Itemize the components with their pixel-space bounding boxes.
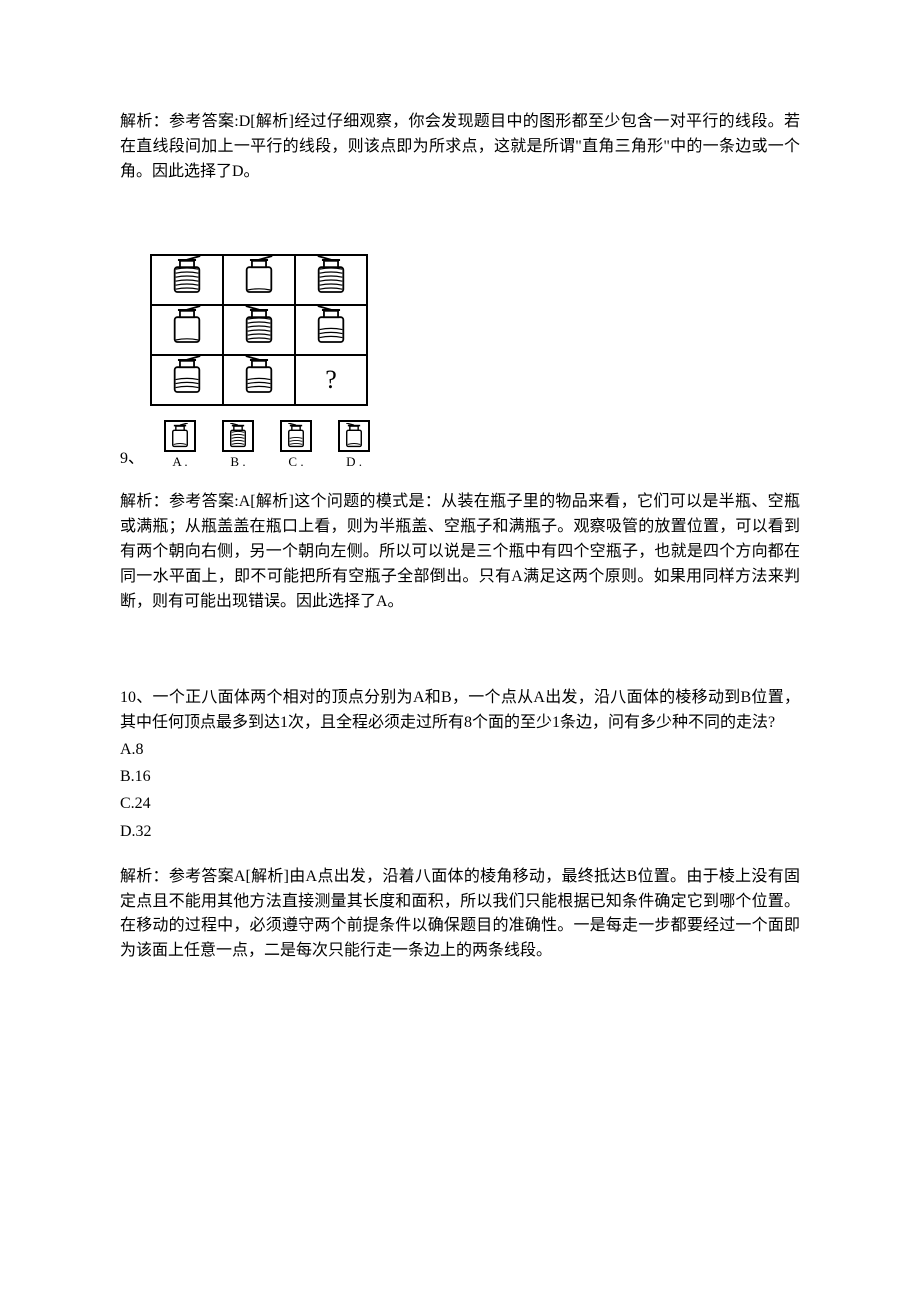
cell-0-0 xyxy=(151,255,223,305)
q10-stem: 10、一个正八面体两个相对的顶点分别为A和B，一个点从A出发，沿八面体的棱移动到… xyxy=(120,686,800,736)
q9-number: 9、 xyxy=(120,449,144,470)
question-mark-icon: ? xyxy=(325,365,337,394)
jar-icon xyxy=(164,420,196,452)
jar-icon xyxy=(222,420,254,452)
cell-2-1 xyxy=(223,355,295,405)
option-label: D . xyxy=(346,454,362,470)
q9-row: 9、 xyxy=(120,254,800,470)
q10-choices: A.8 B.16 C.24 D.32 xyxy=(120,736,800,845)
cell-1-0 xyxy=(151,305,223,355)
spacer xyxy=(120,666,800,686)
q9-option-a: A . xyxy=(160,420,200,470)
cell-1-1 xyxy=(223,305,295,355)
q9-options: A . B . C . D . xyxy=(160,420,374,470)
q9-option-c: C . xyxy=(276,420,316,470)
option-label: C . xyxy=(288,454,303,470)
cell-2-2: ? xyxy=(295,355,367,405)
q10-analysis: 解析：参考答案A[解析]由A点出发，沿着八面体的棱角移动，最终抵达B位置。由于棱… xyxy=(120,865,800,964)
cell-0-1 xyxy=(223,255,295,305)
q10-choice-a: A.8 xyxy=(120,736,800,763)
cell-0-2 xyxy=(295,255,367,305)
q9-grid: ? xyxy=(150,254,368,406)
jar-icon xyxy=(280,420,312,452)
spacer xyxy=(120,626,800,666)
jar-icon xyxy=(338,420,370,452)
cell-1-2 xyxy=(295,305,367,355)
q8-analysis: 解析：参考答案:D[解析]经过仔细观察，你会发现题目中的图形都至少包含一对平行的… xyxy=(120,110,800,184)
q10-choice-c: C.24 xyxy=(120,790,800,817)
q10-choice-d: D.32 xyxy=(120,818,800,845)
cell-2-0 xyxy=(151,355,223,405)
q9-option-d: D . xyxy=(334,420,374,470)
q9-figure: ? A . B . C . xyxy=(150,254,374,470)
option-label: B . xyxy=(230,454,245,470)
q10-choice-b: B.16 xyxy=(120,763,800,790)
spacer xyxy=(120,196,800,254)
q9-analysis: 解析：参考答案:A[解析]这个问题的模式是：从装在瓶子里的物品来看，它们可以是半… xyxy=(120,490,800,614)
spacer xyxy=(120,470,800,490)
spacer xyxy=(120,845,800,865)
q9-option-b: B . xyxy=(218,420,258,470)
option-label: A . xyxy=(172,454,187,470)
